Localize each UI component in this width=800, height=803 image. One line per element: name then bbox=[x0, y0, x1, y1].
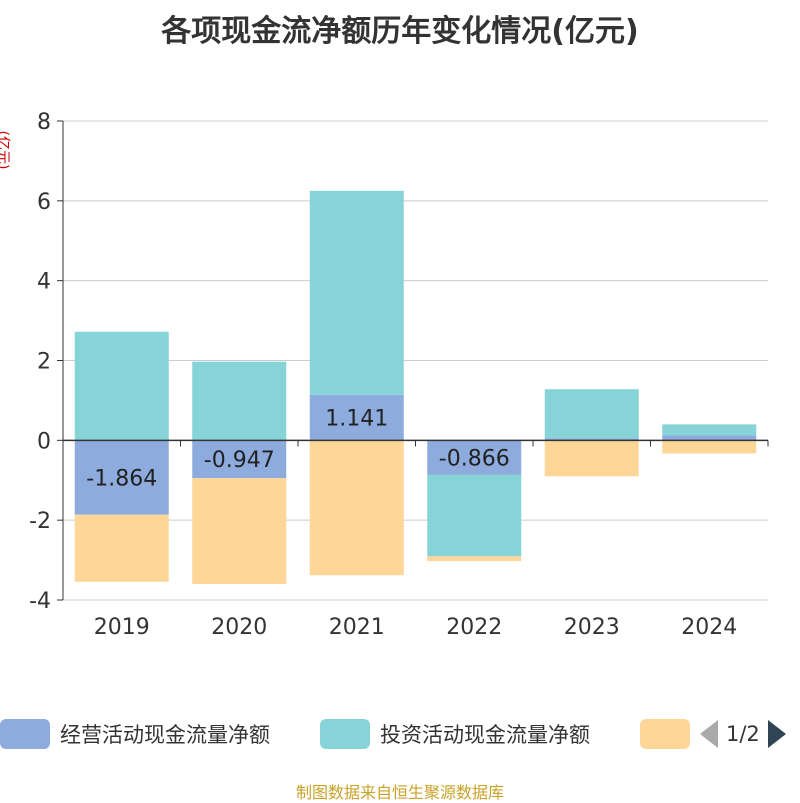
bar-financing bbox=[192, 478, 287, 584]
bar-operating bbox=[192, 440, 287, 479]
bar-investing bbox=[427, 474, 522, 557]
chart-title: 各项现金流净额历年变化情况(亿元) bbox=[161, 14, 639, 49]
data-label: 1.141 bbox=[325, 407, 388, 432]
y-tick-label: 2 bbox=[37, 350, 51, 375]
legend-pager: 1/2 bbox=[700, 720, 786, 748]
legend-swatch-operating bbox=[0, 719, 50, 749]
x-tick-label: 2019 bbox=[94, 615, 150, 640]
bar-operating bbox=[662, 435, 757, 441]
bar-financing bbox=[427, 556, 522, 562]
legend: 经营活动现金流量净额 投资活动现金流量净额 bbox=[0, 716, 800, 752]
bar-investing bbox=[74, 331, 169, 441]
y-tick-label: 6 bbox=[37, 190, 51, 215]
legend-label-investing: 投资活动现金流量净额 bbox=[380, 723, 590, 747]
legend-swatch-investing bbox=[320, 719, 370, 749]
bar-operating bbox=[427, 440, 522, 475]
pager-next-icon[interactable] bbox=[767, 720, 786, 748]
data-label: -0.866 bbox=[439, 447, 510, 472]
y-tick-label: -2 bbox=[29, 509, 51, 534]
data-label: -1.864 bbox=[86, 467, 157, 492]
bar-financing bbox=[544, 440, 639, 477]
x-tick-label: 2023 bbox=[564, 615, 620, 640]
x-tick-label: 2021 bbox=[329, 615, 385, 640]
legend-swatch-financing bbox=[640, 719, 690, 749]
bar-operating bbox=[544, 438, 639, 441]
x-tick-label: 2020 bbox=[211, 615, 267, 640]
data-label: -0.947 bbox=[204, 448, 275, 473]
source-note: 制图数据来自恒生聚源数据库 bbox=[295, 783, 504, 802]
y-tick-label: -4 bbox=[29, 589, 51, 614]
y-tick-label: 4 bbox=[37, 270, 51, 295]
bar-investing bbox=[544, 389, 639, 439]
bar-operating bbox=[74, 440, 169, 515]
legend-label-operating: 经营活动现金流量净额 bbox=[60, 723, 270, 747]
bar-investing bbox=[192, 361, 287, 441]
legend-item-investing[interactable]: 投资活动现金流量净额 bbox=[320, 716, 590, 752]
bar-investing bbox=[309, 190, 404, 395]
y-tick-label: 8 bbox=[37, 110, 51, 135]
chart-area: -4 -2 0 2 4 6 8 -1.864 -0.947 1.141 -0.866 2019 2020… bbox=[29, 110, 769, 640]
pager-prev-icon[interactable] bbox=[700, 720, 718, 748]
bar-financing bbox=[662, 440, 757, 454]
legend-item-operating[interactable]: 经营活动现金流量净额 bbox=[0, 716, 270, 752]
bar-financing bbox=[74, 514, 169, 582]
bar-investing bbox=[662, 424, 757, 436]
x-tick-label: 2022 bbox=[446, 615, 502, 640]
bar-financing bbox=[309, 440, 404, 576]
pager-page-indicator: 1/2 bbox=[726, 722, 760, 746]
x-tick-label: 2024 bbox=[681, 615, 737, 640]
legend-item-financing[interactable] bbox=[640, 716, 700, 752]
bar-operating bbox=[309, 394, 404, 441]
y-tick-label: 0 bbox=[37, 429, 51, 454]
